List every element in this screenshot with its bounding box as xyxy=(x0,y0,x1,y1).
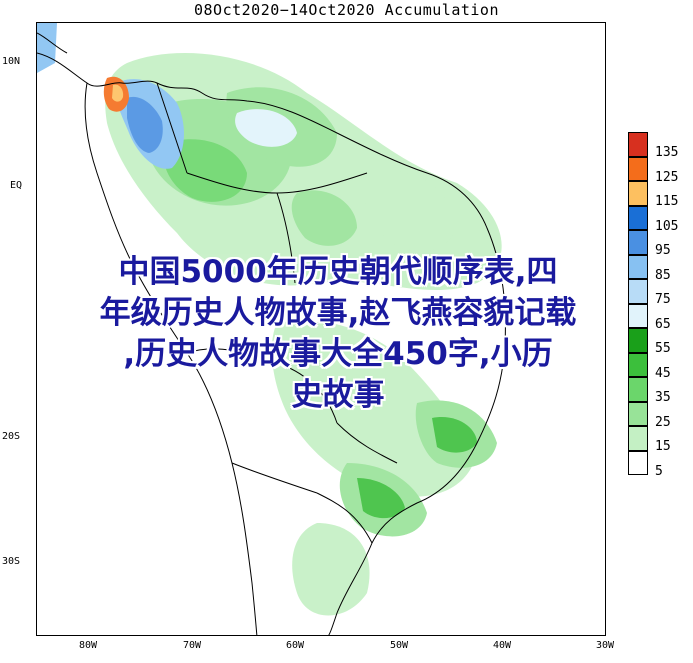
legend-swatch-25 xyxy=(628,401,648,426)
legend-swatch-95 xyxy=(628,230,648,255)
legend-swatch-75 xyxy=(628,279,648,304)
lon-label-60w: 60W xyxy=(285,640,305,651)
overlay-line-1: 中国5000年历史朝代顺序表,四 xyxy=(118,254,558,290)
legend-swatch-15 xyxy=(628,426,648,451)
lon-label-30w: 30W xyxy=(595,640,615,651)
legend-swatch-65 xyxy=(628,303,648,328)
lon-label-50w: 50W xyxy=(389,640,409,651)
legend-label-135: 135 xyxy=(655,145,679,160)
legend-label-65: 65 xyxy=(655,316,671,332)
overlay-caption: 中国5000年历史朝代顺序表,四 年级历史人物故事,赵飞燕容貌记载 ,历史人物故… xyxy=(8,252,668,416)
legend-swatch-115 xyxy=(628,181,648,206)
lat-label-eq: EQ xyxy=(10,180,23,191)
legend-swatch-105 xyxy=(628,205,648,230)
coastline-borders xyxy=(37,32,506,635)
legend-label-115: 115 xyxy=(655,194,679,209)
overlay-line-4: 史故事 xyxy=(291,377,385,413)
lat-label-10n: 10N xyxy=(2,56,21,67)
lon-label-80w: 80W xyxy=(78,640,98,651)
overlay-line-2: 年级历史人物故事,赵飞燕容貌记载 xyxy=(99,295,577,331)
legend-label-5: 5 xyxy=(655,463,663,479)
map-plot-area xyxy=(36,22,606,636)
legend-label-45: 45 xyxy=(655,365,671,381)
lat-label-20s: 20S xyxy=(2,431,21,442)
legend-label-95: 95 xyxy=(655,243,671,258)
legend-swatch-135 xyxy=(628,132,648,157)
legend-label-25: 25 xyxy=(655,414,671,430)
lon-label-70w: 70W xyxy=(182,640,202,651)
legend-label-125: 125 xyxy=(655,169,679,185)
legend-label-75: 75 xyxy=(655,292,671,307)
lon-label-40w: 40W xyxy=(492,640,512,651)
precipitation-fields xyxy=(37,23,502,616)
legend-label-35: 35 xyxy=(655,390,671,405)
legend-label-85: 85 xyxy=(655,267,671,283)
legend-swatch-55 xyxy=(628,328,648,353)
legend-swatch-125 xyxy=(628,156,648,181)
overlay-line-3: ,历史人物故事大全450字,小历 xyxy=(123,336,553,372)
lat-label-30s: 30S xyxy=(2,556,21,567)
legend-label-55: 55 xyxy=(655,341,671,356)
legend-swatch-85 xyxy=(628,254,648,279)
legend-swatch-5 xyxy=(628,450,648,475)
legend-label-15: 15 xyxy=(655,439,671,454)
precipitation-map xyxy=(37,23,506,635)
legend-swatch-45 xyxy=(628,352,648,377)
legend-label-105: 105 xyxy=(655,218,679,234)
legend-swatch-35 xyxy=(628,377,648,402)
map-title: 08Oct2020−14Oct2020 Accumulation xyxy=(194,1,499,19)
